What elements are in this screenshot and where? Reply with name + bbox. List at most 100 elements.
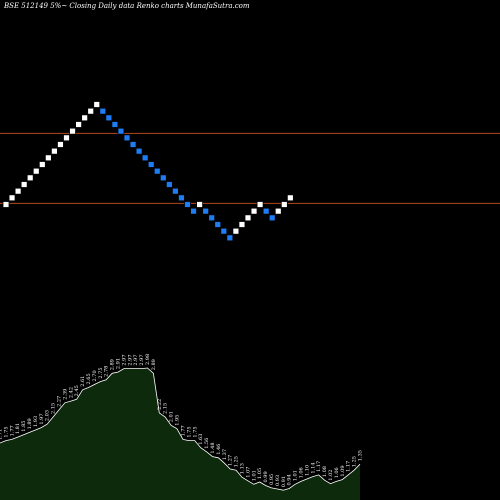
price-label-49: 0.94 xyxy=(287,474,293,485)
price-label-40: 1.25 xyxy=(234,456,240,467)
price-label-36: 1.48 xyxy=(210,442,216,453)
price-label-53: 1.14 xyxy=(310,462,316,473)
price-label-17: 2.75 xyxy=(98,367,104,378)
price-label-50: 1.01 xyxy=(293,470,299,481)
price-label-1: 1.75 xyxy=(3,426,9,437)
brick-43-down xyxy=(262,207,270,215)
price-label-39: 1.27 xyxy=(228,455,234,466)
brick-36-down xyxy=(220,227,228,235)
brick-17-down xyxy=(105,114,113,122)
price-label-4: 1.85 xyxy=(21,421,27,432)
brick-12-up xyxy=(75,121,82,128)
price-label-52: 1.10 xyxy=(304,465,310,476)
brick-47-up xyxy=(286,194,294,202)
price-label-29: 2.01 xyxy=(169,411,175,422)
price-label-41: 1.13 xyxy=(240,463,246,474)
brick-30-down xyxy=(184,201,191,208)
brick-8-up xyxy=(51,147,58,155)
price-label-6: 1.93 xyxy=(33,416,39,427)
brick-23-down xyxy=(141,154,149,162)
price-label-37: 1.46 xyxy=(216,444,222,455)
brick-1-up xyxy=(8,194,16,202)
brick-18-down xyxy=(111,121,119,128)
brick-3-up xyxy=(20,181,28,188)
brick-19-down xyxy=(117,127,125,135)
brick-42-up xyxy=(256,201,264,208)
brick-40-up xyxy=(244,214,252,222)
price-label-31: 1.77 xyxy=(181,425,187,436)
price-label-61: 1.35 xyxy=(358,450,364,461)
price-label-0: 1.71 xyxy=(0,429,4,440)
renko-bricks xyxy=(2,101,294,242)
price-label-58: 1.09 xyxy=(340,465,346,476)
price-label-8: 2.03 xyxy=(45,410,51,421)
brick-5-up xyxy=(32,167,40,175)
price-label-60: 1.25 xyxy=(352,456,358,467)
brick-16-down xyxy=(99,107,107,115)
brick-31-down xyxy=(190,207,197,215)
price-label-34: 1.63 xyxy=(198,434,204,445)
price-label-13: 2.45 xyxy=(74,385,80,396)
brick-7-up xyxy=(44,154,52,162)
price-label-20: 2.91 xyxy=(116,358,122,369)
price-label-38: 1.37 xyxy=(222,449,228,460)
price-label-26: 2.89 xyxy=(151,359,157,370)
price-label-43: 1.01 xyxy=(251,470,257,481)
price-label-25: 2.98 xyxy=(145,354,151,365)
price-label-44: 1.05 xyxy=(257,468,263,479)
price-label-47: 0.93 xyxy=(275,475,281,486)
price-label-24: 2.97 xyxy=(139,354,145,365)
price-label-9: 2.15 xyxy=(51,403,57,414)
brick-41-up xyxy=(250,207,258,215)
price-label-55: 1.08 xyxy=(322,466,328,477)
price-label-14: 2.61 xyxy=(80,376,86,387)
price-label-16: 2.70 xyxy=(92,370,98,381)
price-label-19: 2.89 xyxy=(110,359,116,370)
chart-title: BSE 512149 5%~ Closing Daily data Renko … xyxy=(3,2,250,10)
price-label-22: 2.97 xyxy=(127,354,133,365)
price-area-panel xyxy=(0,367,361,500)
price-label-42: 1.07 xyxy=(245,467,251,478)
price-label-11: 2.39 xyxy=(62,389,68,400)
price-label-57: 1.06 xyxy=(334,467,340,478)
price-label-56: 1.02 xyxy=(328,470,334,481)
price-label-12: 2.42 xyxy=(68,387,74,398)
brick-0-up xyxy=(2,201,10,208)
brick-2-up xyxy=(14,187,22,195)
price-label-15: 2.65 xyxy=(86,373,92,384)
brick-9-up xyxy=(57,141,64,148)
brick-37-down xyxy=(226,234,234,242)
price-label-23: 2.97 xyxy=(133,354,139,365)
brick-32-up xyxy=(196,201,204,208)
price-label-21: 2.97 xyxy=(121,354,127,365)
brick-33-down xyxy=(202,207,210,215)
brick-26-down xyxy=(159,174,167,182)
brick-14-up xyxy=(87,107,95,115)
price-label-45: 0.99 xyxy=(263,471,269,482)
brick-6-up xyxy=(38,161,46,168)
price-label-48: 0.91 xyxy=(281,476,287,487)
price-area xyxy=(0,368,360,500)
reference-lines xyxy=(0,132,500,204)
price-line xyxy=(0,367,361,491)
price-label-33: 1.75 xyxy=(192,426,198,437)
price-label-51: 1.06 xyxy=(299,467,305,478)
brick-21-down xyxy=(129,141,137,148)
price-label-46: 0.95 xyxy=(269,474,275,485)
brick-22-down xyxy=(135,147,143,155)
price-label-27: 2.22 xyxy=(157,399,163,410)
brick-27-down xyxy=(165,181,173,188)
price-labels: 1.71 1.75 1.77 1.81 1.85 1.89 1.93 1.97 2.032.15… xyxy=(0,354,364,487)
brick-25-down xyxy=(153,167,161,175)
price-label-28: 2.15 xyxy=(163,403,169,414)
price-label-10: 2.27 xyxy=(57,396,63,407)
brick-13-up xyxy=(81,114,89,122)
brick-4-up xyxy=(26,174,34,182)
price-label-18: 2.78 xyxy=(104,366,110,377)
brick-24-down xyxy=(147,161,155,168)
brick-39-up xyxy=(238,221,246,228)
brick-34-down xyxy=(208,214,216,222)
brick-45-up xyxy=(274,207,282,215)
price-label-7: 1.97 xyxy=(39,413,45,424)
